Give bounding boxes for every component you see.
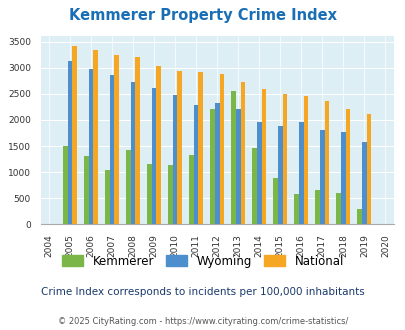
Text: Crime Index corresponds to incidents per 100,000 inhabitants: Crime Index corresponds to incidents per… xyxy=(41,287,364,297)
Bar xyxy=(105,170,109,224)
Bar xyxy=(277,126,282,224)
Bar xyxy=(273,178,277,224)
Bar xyxy=(240,82,245,224)
Bar xyxy=(235,110,240,224)
Bar xyxy=(324,101,328,224)
Bar xyxy=(198,72,202,224)
Bar xyxy=(63,146,68,224)
Bar xyxy=(189,155,194,224)
Bar xyxy=(219,75,224,224)
Bar xyxy=(177,71,182,224)
Bar xyxy=(214,103,219,224)
Bar xyxy=(156,66,161,224)
Bar xyxy=(84,156,89,224)
Bar xyxy=(68,61,72,224)
Bar xyxy=(345,110,350,224)
Bar xyxy=(294,194,298,224)
Bar xyxy=(89,69,93,224)
Bar xyxy=(147,164,151,224)
Bar xyxy=(194,105,198,224)
Bar xyxy=(130,82,135,224)
Bar xyxy=(151,87,156,224)
Bar xyxy=(109,76,114,224)
Bar xyxy=(366,114,371,224)
Bar xyxy=(361,142,366,224)
Bar xyxy=(256,122,261,224)
Bar xyxy=(303,96,307,224)
Bar xyxy=(168,165,173,224)
Bar xyxy=(319,130,324,224)
Bar xyxy=(252,148,256,224)
Bar xyxy=(72,46,77,224)
Bar xyxy=(210,110,214,224)
Legend: Kemmerer, Wyoming, National: Kemmerer, Wyoming, National xyxy=(57,250,348,273)
Bar xyxy=(135,57,140,224)
Text: © 2025 CityRating.com - https://www.cityrating.com/crime-statistics/: © 2025 CityRating.com - https://www.city… xyxy=(58,317,347,326)
Bar xyxy=(315,190,319,224)
Bar xyxy=(356,209,361,224)
Bar xyxy=(282,94,286,224)
Bar xyxy=(93,50,98,224)
Bar xyxy=(231,91,235,224)
Bar xyxy=(114,54,119,224)
Bar xyxy=(173,95,177,224)
Text: Kemmerer Property Crime Index: Kemmerer Property Crime Index xyxy=(69,8,336,23)
Bar xyxy=(126,150,130,224)
Bar xyxy=(261,89,266,224)
Bar xyxy=(298,122,303,224)
Bar xyxy=(340,132,345,224)
Bar xyxy=(336,193,340,224)
